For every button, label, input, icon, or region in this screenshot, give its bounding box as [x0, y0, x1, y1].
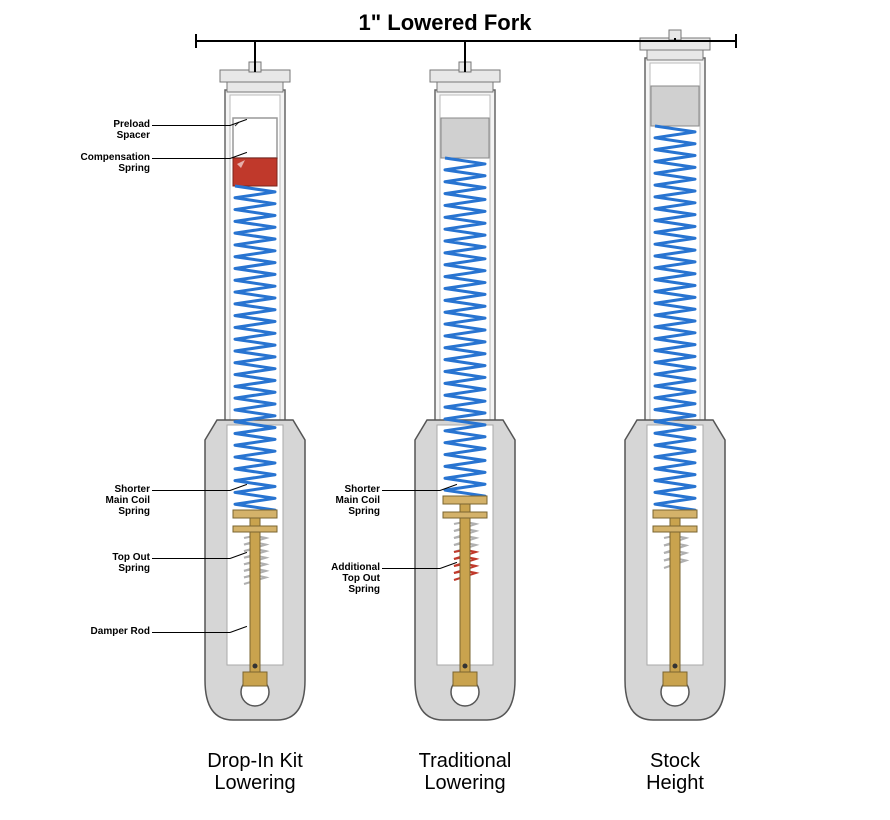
callout-label: ShorterMain CoilSpring: [310, 484, 380, 517]
callout-leader: [152, 125, 230, 126]
fork-traditional: [380, 60, 550, 750]
callout-leader: [152, 490, 230, 491]
fork-stock: [590, 28, 760, 750]
fork-column-dropin: [170, 60, 340, 750]
callout-label: AdditionalTop OutSpring: [310, 562, 380, 595]
callout-leader: [382, 490, 440, 491]
caption-traditional: TraditionalLowering: [365, 750, 565, 794]
callout-leader: [152, 158, 230, 159]
callout-leader: [152, 558, 230, 559]
fork-dropin: [170, 60, 340, 750]
callout-label: Preload Spacer: [80, 119, 150, 141]
callout-label: ShorterMain CoilSpring: [80, 484, 150, 517]
fork-column-stock: [590, 28, 760, 750]
callout-label: Top OutSpring: [80, 552, 150, 574]
callout-label: CompensationSpring: [80, 152, 150, 174]
diagram-canvas: 1" Lowered Fork Drop-In KitLoweringTradi…: [20, 10, 870, 800]
callout-label: Damper Rod: [80, 626, 150, 637]
callout-leader: [382, 568, 440, 569]
caption-stock: StockHeight: [575, 750, 775, 794]
caption-dropin: Drop-In KitLowering: [155, 750, 355, 794]
fork-column-traditional: [380, 60, 550, 750]
callout-leader: [152, 632, 230, 633]
